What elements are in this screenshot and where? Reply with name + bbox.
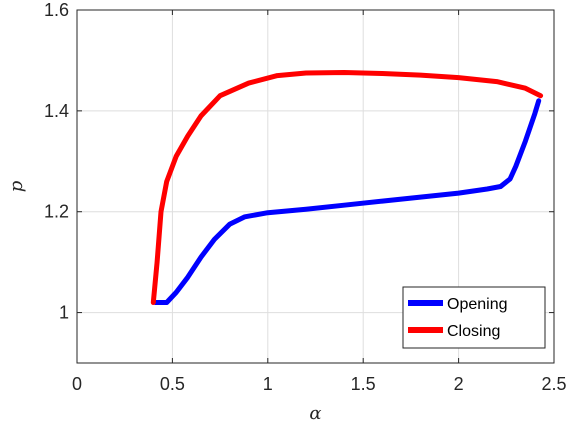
tick-marks <box>76 9 555 363</box>
x-tick-labels: 0 0.5 1 1.5 2 2.5 <box>72 374 567 394</box>
legend-label-closing: Closing <box>447 323 500 340</box>
x-tick-label: 2.5 <box>541 374 566 394</box>
y-tick-label: 1.6 <box>44 0 69 20</box>
x-tick-label: 0 <box>72 374 82 394</box>
series-layer <box>150 70 544 305</box>
legend: Opening Closing <box>402 286 546 349</box>
y-tick-label: 1.2 <box>44 202 69 222</box>
legend-label-opening: Opening <box>447 296 508 313</box>
y-axis-label: p <box>6 180 27 192</box>
x-axis-label: α <box>309 403 321 424</box>
y-tick-label: 1 <box>59 303 69 323</box>
x-tick-label: 1.5 <box>351 374 376 394</box>
legend-box <box>402 286 546 349</box>
x-tick-label: 0.5 <box>160 374 185 394</box>
series-line-closing <box>150 70 544 305</box>
series-line-opening <box>152 98 542 305</box>
x-tick-label: 1 <box>263 374 273 394</box>
x-tick-label: 2 <box>454 374 464 394</box>
plot-frame <box>76 9 555 364</box>
y-tick-labels: 1 1.2 1.4 1.6 <box>44 0 69 323</box>
y-tick-label: 1.4 <box>44 101 69 121</box>
